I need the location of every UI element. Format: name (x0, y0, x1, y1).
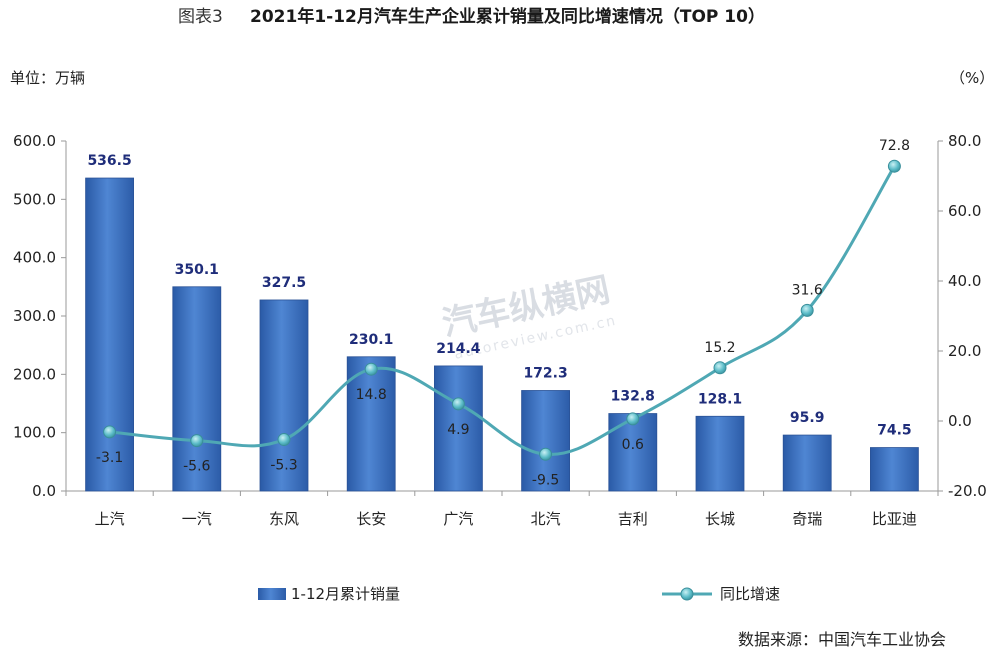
bar-value-label: 74.5 (877, 423, 912, 439)
right-tick-label: 80.0 (948, 132, 981, 150)
line-value-label: 14.8 (356, 387, 387, 403)
legend-bar-label: 1-12月累计销量 (291, 585, 400, 603)
left-axis-unit: 单位：万辆 (10, 69, 85, 87)
chart-title: 2021年1-12月汽车生产企业累计销量及同比增速情况（TOP 10） (250, 6, 765, 27)
line-point (887, 159, 901, 173)
legend-line-marker (680, 587, 694, 601)
right-tick-label: 40.0 (948, 272, 981, 290)
line-value-label: 31.6 (792, 282, 823, 298)
bar-series (85, 177, 919, 492)
bar (259, 299, 309, 492)
category-label: 广汽 (443, 510, 473, 528)
category-label: 北汽 (531, 510, 561, 528)
left-tick-label: 0.0 (32, 482, 56, 500)
line-point (364, 362, 378, 376)
line-value-label: -5.6 (183, 459, 210, 475)
left-tick-label: 400.0 (13, 249, 56, 267)
bar-value-label: 172.3 (523, 365, 567, 381)
bar (521, 390, 570, 492)
category-label: 长安 (356, 510, 386, 528)
bar (433, 365, 483, 492)
line-value-label: 15.2 (704, 340, 735, 356)
left-tick-label: 600.0 (13, 132, 56, 150)
line-point (103, 425, 117, 439)
right-tick-label: 20.0 (948, 342, 981, 360)
right-tick-label: -20.0 (948, 482, 987, 500)
bar-value-label: 128.1 (698, 391, 742, 407)
line-point (800, 303, 814, 317)
bar-value-label: 536.5 (87, 153, 131, 169)
bar (346, 356, 396, 492)
line-value-label: 72.8 (879, 138, 910, 154)
figure-number: 图表3 (178, 7, 223, 27)
category-label: 长城 (705, 510, 735, 528)
right-axis-unit: （%） (950, 69, 994, 87)
line-point (451, 397, 465, 411)
right-tick-label: 60.0 (948, 202, 981, 220)
category-label: 吉利 (618, 510, 648, 528)
line-point (539, 447, 553, 461)
line-value-label: -5.3 (270, 458, 297, 474)
category-label: 一汽 (182, 510, 212, 528)
growth-line (109, 165, 896, 456)
bar-value-label: 214.4 (436, 341, 481, 357)
bar (870, 447, 919, 492)
left-tick-label: 500.0 (13, 190, 56, 208)
category-label: 东风 (269, 510, 299, 528)
axes: 0.0 100.0 200.0 300.0 400.0 500.0 600.0 -20.0 0.… (13, 132, 987, 528)
category-label: 比亚迪 (872, 510, 917, 528)
legend-bar-swatch (258, 588, 286, 600)
bar (695, 415, 745, 492)
line-value-label: -3.1 (96, 450, 123, 466)
data-labels: 536.5 350.1 327.5 230.1 214.4 172.3 132.8 128.1… (87, 138, 911, 488)
category-label: 奇瑞 (792, 510, 822, 528)
line-point (277, 433, 291, 447)
bar (85, 177, 134, 492)
category-label: 上汽 (95, 510, 125, 528)
line-point (626, 412, 640, 426)
line-series (103, 159, 901, 461)
right-tick-label: 0.0 (948, 412, 972, 430)
line-value-label: 0.6 (622, 437, 644, 453)
left-tick-label: 300.0 (13, 307, 56, 325)
line-point (190, 434, 204, 448)
bar-value-label: 132.8 (611, 389, 655, 405)
left-tick-label: 200.0 (13, 365, 56, 383)
left-tick-label: 100.0 (13, 424, 56, 442)
legend-line-label: 同比增速 (720, 585, 780, 603)
legend: 1-12月累计销量 同比增速 (258, 585, 780, 603)
line-value-label: -9.5 (532, 472, 559, 488)
source-note: 数据来源：中国汽车工业协会 (738, 630, 946, 649)
bar-value-label: 350.1 (175, 262, 219, 278)
bar-value-label: 327.5 (262, 275, 306, 291)
bar (782, 434, 832, 492)
bar-value-label: 230.1 (349, 332, 393, 348)
line-point (713, 361, 727, 375)
bar-value-label: 95.9 (790, 410, 825, 426)
line-value-label: 4.9 (447, 422, 469, 438)
bar (172, 286, 222, 492)
